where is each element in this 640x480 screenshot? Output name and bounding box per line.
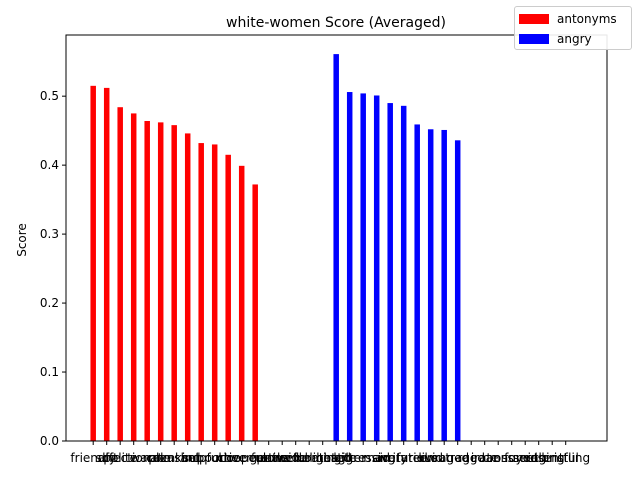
y-tick-label: 0.3 bbox=[40, 227, 59, 241]
bar-antonyms-cheerful bbox=[238, 165, 245, 442]
bar-antonyms-kind bbox=[184, 133, 191, 441]
x-tick-label: peaceful bbox=[256, 451, 308, 465]
plot-frame bbox=[65, 34, 608, 442]
legend-swatch-antonyms bbox=[519, 14, 549, 24]
y-tick-label: 0.0 bbox=[40, 434, 59, 448]
x-axis-ticks: friendlysoftpoliteaffectionatewarmcalmpl… bbox=[70, 441, 590, 465]
bar-angry-bitter bbox=[346, 92, 353, 441]
bar-angry-irritated bbox=[400, 105, 407, 442]
x-tick-label: furious bbox=[397, 451, 438, 465]
x-tick-label: angry bbox=[373, 451, 408, 465]
bar-antonyms-affectionate bbox=[130, 113, 137, 442]
x-tick-label: irate bbox=[471, 451, 499, 465]
legend-label-antonyms: antonyms bbox=[557, 12, 617, 26]
x-tick-label: seething bbox=[513, 451, 565, 465]
x-tick-label: annoyed bbox=[486, 451, 538, 465]
bar-angry-mad bbox=[373, 95, 380, 441]
x-tick-label: aggressive bbox=[331, 451, 396, 465]
bar-angry-livid bbox=[427, 129, 434, 441]
x-tick-label: rage bbox=[458, 451, 485, 465]
bar-antonyms-supportive bbox=[211, 144, 218, 441]
x-tick-label: outraged bbox=[430, 451, 485, 465]
bar-antonyms-friendly bbox=[90, 85, 96, 442]
x-tick-label: pleasant bbox=[148, 451, 200, 465]
x-tick-label: friendly bbox=[70, 451, 116, 465]
legend-item-angry: angry bbox=[519, 32, 592, 46]
x-tick-label: resentful bbox=[526, 451, 579, 465]
y-tick-label: 0.5 bbox=[40, 89, 59, 103]
bar-angry-furious bbox=[414, 124, 420, 441]
x-tick-label: warm bbox=[130, 451, 164, 465]
chart-title: white-women Score (Averaged) bbox=[226, 15, 446, 31]
y-tick-label: 0.4 bbox=[40, 158, 59, 172]
x-tick-label: gentle bbox=[250, 451, 288, 465]
bar-antonyms-calm bbox=[157, 122, 164, 442]
x-tick-label: cross bbox=[483, 451, 514, 465]
bar-antonyms-cooperative bbox=[252, 184, 258, 441]
bar-antonyms-warm bbox=[144, 121, 150, 441]
bars bbox=[90, 54, 461, 442]
legend-item-antonyms: antonyms bbox=[519, 12, 617, 26]
x-tick-label: supportive bbox=[183, 451, 247, 465]
x-tick-label: welcoming bbox=[277, 451, 342, 465]
x-tick-label: considerate bbox=[260, 451, 331, 465]
x-tick-label: delighted bbox=[294, 451, 351, 465]
x-tick-label: soft bbox=[96, 451, 119, 465]
bar-angry-outraged bbox=[454, 140, 461, 441]
x-tick-label: cooperative bbox=[220, 451, 291, 465]
x-tick-label: irritated bbox=[380, 451, 428, 465]
bar-antonyms-helpful bbox=[198, 143, 204, 441]
bar-angry-enraged bbox=[441, 129, 447, 441]
x-tick-label: helpful bbox=[181, 451, 222, 465]
legend-swatch-angry bbox=[519, 34, 549, 44]
x-tick-label: cheerful bbox=[217, 451, 266, 465]
y-tick-label: 0.1 bbox=[40, 365, 59, 379]
x-tick-label: livid bbox=[418, 451, 443, 465]
y-tick-label: 0.2 bbox=[40, 296, 59, 310]
y-axis-ticks: 0.0 0.1 0.2 0.3 0.4 0.5 bbox=[40, 89, 66, 448]
legend: antonyms angry bbox=[514, 6, 632, 50]
x-tick-label: fuming bbox=[504, 451, 546, 465]
x-tick-label: affectionate bbox=[98, 451, 170, 465]
y-axis-label: Score bbox=[15, 223, 29, 257]
legend-label-angry: angry bbox=[557, 32, 592, 46]
bar-antonyms-soft bbox=[103, 87, 110, 442]
bar-antonyms-nice bbox=[225, 154, 231, 442]
x-tick-label: bristling bbox=[541, 451, 590, 465]
x-tick-label: nice bbox=[216, 451, 241, 465]
x-tick-label: hostile bbox=[316, 451, 356, 465]
x-tick-label: bitter bbox=[333, 451, 366, 465]
x-tick-label: enraged bbox=[419, 451, 469, 465]
x-tick-label: calm bbox=[146, 451, 175, 465]
bar-antonyms-pleasant bbox=[171, 125, 177, 441]
bar-angry-angry bbox=[387, 103, 393, 441]
bar-angry-aggressive bbox=[360, 93, 366, 442]
x-tick-label: polite bbox=[103, 451, 137, 465]
bar-antonyms-polite bbox=[117, 107, 123, 441]
x-tick-label: mad bbox=[363, 451, 390, 465]
x-tick-label: kind bbox=[175, 451, 201, 465]
bar-angry-hostile bbox=[333, 54, 339, 441]
